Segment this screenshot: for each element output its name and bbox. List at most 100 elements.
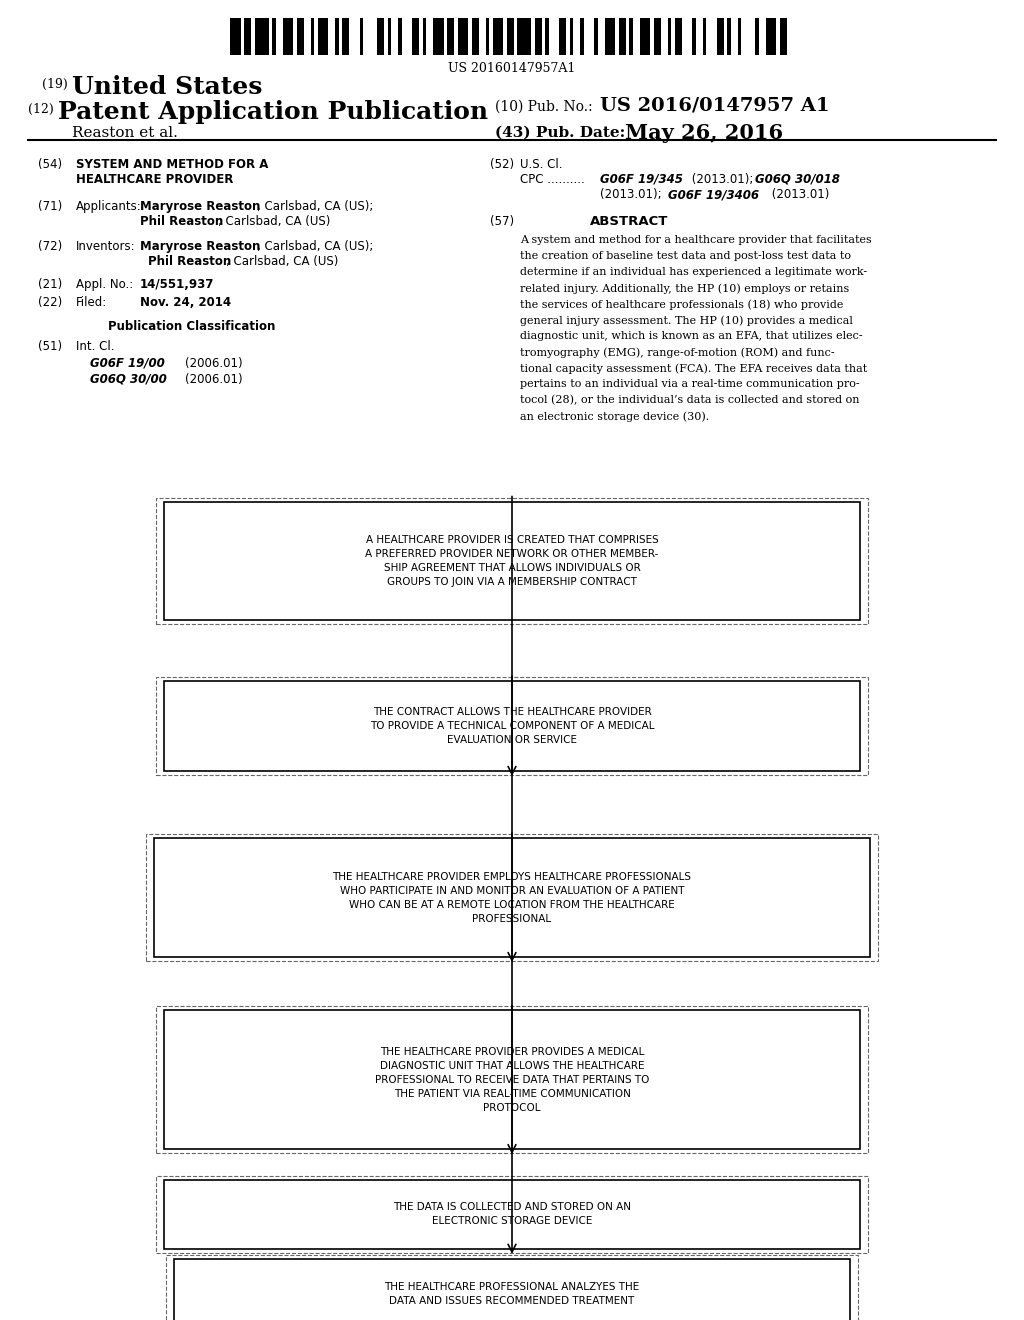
Bar bbox=[255, 18, 268, 55]
Bar bbox=[629, 18, 633, 55]
Text: Inventors:: Inventors: bbox=[76, 240, 135, 253]
Text: (12): (12) bbox=[28, 103, 53, 116]
Text: G06Q 30/00: G06Q 30/00 bbox=[90, 374, 167, 385]
Bar bbox=[507, 18, 513, 55]
Text: EVALUATION OR SERVICE: EVALUATION OR SERVICE bbox=[447, 735, 577, 744]
Text: CPC ..........: CPC .......... bbox=[520, 173, 585, 186]
Bar bbox=[604, 18, 615, 55]
Text: Filed:: Filed: bbox=[76, 296, 108, 309]
Text: (2006.01): (2006.01) bbox=[185, 374, 243, 385]
Text: , Carlsbad, CA (US);: , Carlsbad, CA (US); bbox=[257, 240, 374, 253]
Text: (72): (72) bbox=[38, 240, 62, 253]
Bar bbox=[668, 18, 671, 55]
Text: DIAGNOSTIC UNIT THAT ALLOWS THE HEALTHCARE: DIAGNOSTIC UNIT THAT ALLOWS THE HEALTHCA… bbox=[380, 1061, 644, 1071]
Text: THE DATA IS COLLECTED AND STORED ON AN: THE DATA IS COLLECTED AND STORED ON AN bbox=[393, 1203, 631, 1212]
Text: diagnostic unit, which is known as an EFA, that utilizes elec-: diagnostic unit, which is known as an EF… bbox=[520, 331, 862, 341]
Text: related injury. Additionally, the HP (10) employs or retains: related injury. Additionally, the HP (10… bbox=[520, 282, 849, 293]
Text: A PREFERRED PROVIDER NETWORK OR OTHER MEMBER-: A PREFERRED PROVIDER NETWORK OR OTHER ME… bbox=[366, 549, 658, 558]
Text: (71): (71) bbox=[38, 201, 62, 213]
Text: (21): (21) bbox=[38, 279, 62, 290]
Text: (57): (57) bbox=[490, 215, 514, 228]
Text: WHO CAN BE AT A REMOTE LOCATION FROM THE HEALTHCARE: WHO CAN BE AT A REMOTE LOCATION FROM THE… bbox=[349, 900, 675, 909]
Bar bbox=[535, 18, 542, 55]
Bar bbox=[156, 677, 868, 775]
Text: ABSTRACT: ABSTRACT bbox=[590, 215, 669, 228]
Text: (10) Pub. No.:: (10) Pub. No.: bbox=[495, 100, 593, 114]
Bar bbox=[164, 1180, 860, 1249]
Bar bbox=[755, 18, 759, 55]
Text: GROUPS TO JOIN VIA A MEMBERSHIP CONTRACT: GROUPS TO JOIN VIA A MEMBERSHIP CONTRACT bbox=[387, 577, 637, 587]
Text: general injury assessment. The HP (10) provides a medical: general injury assessment. The HP (10) p… bbox=[520, 315, 853, 326]
Text: United States: United States bbox=[72, 75, 262, 99]
Text: Maryrose Reaston: Maryrose Reaston bbox=[140, 240, 260, 253]
Text: determine if an individual has experienced a legitimate work-: determine if an individual has experienc… bbox=[520, 267, 867, 277]
Text: , Carlsbad, CA (US);: , Carlsbad, CA (US); bbox=[257, 201, 374, 213]
Bar bbox=[717, 18, 724, 55]
Text: Patent Application Publication: Patent Application Publication bbox=[58, 100, 488, 124]
Bar bbox=[164, 1011, 860, 1148]
Bar bbox=[493, 18, 503, 55]
Bar bbox=[244, 18, 251, 55]
Bar bbox=[545, 18, 549, 55]
Text: (22): (22) bbox=[38, 296, 62, 309]
Text: THE HEALTHCARE PROFESSIONAL ANALZYES THE: THE HEALTHCARE PROFESSIONAL ANALZYES THE bbox=[384, 1282, 640, 1291]
Text: the creation of baseline test data and post-loss test data to: the creation of baseline test data and p… bbox=[520, 251, 851, 261]
Text: Phil Reaston: Phil Reaston bbox=[148, 255, 231, 268]
Text: PROTOCOL: PROTOCOL bbox=[483, 1102, 541, 1113]
Text: G06F 19/345: G06F 19/345 bbox=[600, 173, 683, 186]
Bar bbox=[335, 18, 339, 55]
Text: THE HEALTHCARE PROVIDER EMPLOYS HEALTHCARE PROFESSIONALS: THE HEALTHCARE PROVIDER EMPLOYS HEALTHCA… bbox=[333, 871, 691, 882]
Text: PROFESSIONAL TO RECEIVE DATA THAT PERTAINS TO: PROFESSIONAL TO RECEIVE DATA THAT PERTAI… bbox=[375, 1074, 649, 1085]
Text: US 20160147957A1: US 20160147957A1 bbox=[449, 62, 575, 75]
Text: THE PATIENT VIA REAL-TIME COMMUNICATION: THE PATIENT VIA REAL-TIME COMMUNICATION bbox=[393, 1089, 631, 1098]
Bar bbox=[447, 18, 454, 55]
Bar bbox=[359, 18, 362, 55]
Bar bbox=[156, 1176, 868, 1253]
Text: PROFESSIONAL: PROFESSIONAL bbox=[472, 913, 552, 924]
Text: US 2016/0147957 A1: US 2016/0147957 A1 bbox=[600, 96, 829, 115]
Text: Nov. 24, 2014: Nov. 24, 2014 bbox=[140, 296, 231, 309]
Bar bbox=[174, 1259, 850, 1320]
Text: (2013.01);: (2013.01); bbox=[688, 173, 757, 186]
Text: tocol (28), or the individual’s data is collected and stored on: tocol (28), or the individual’s data is … bbox=[520, 395, 859, 405]
Bar bbox=[675, 18, 682, 55]
Text: Applicants:: Applicants: bbox=[76, 201, 141, 213]
Bar bbox=[485, 18, 489, 55]
Text: HEALTHCARE PROVIDER: HEALTHCARE PROVIDER bbox=[76, 173, 233, 186]
Text: Reaston et al.: Reaston et al. bbox=[72, 125, 178, 140]
Text: TO PROVIDE A TECHNICAL COMPONENT OF A MEDICAL: TO PROVIDE A TECHNICAL COMPONENT OF A ME… bbox=[370, 721, 654, 731]
Bar bbox=[387, 18, 391, 55]
Bar bbox=[154, 838, 870, 957]
Text: (54): (54) bbox=[38, 158, 62, 172]
Text: an electronic storage device (30).: an electronic storage device (30). bbox=[520, 411, 710, 421]
Text: (52): (52) bbox=[490, 158, 514, 172]
Text: , Carlsbad, CA (US): , Carlsbad, CA (US) bbox=[226, 255, 338, 268]
Text: tional capacity assessment (FCA). The EFA receives data that: tional capacity assessment (FCA). The EF… bbox=[520, 363, 867, 374]
Bar bbox=[310, 18, 314, 55]
Bar bbox=[653, 18, 660, 55]
Bar bbox=[618, 18, 626, 55]
Bar bbox=[737, 18, 741, 55]
Text: (19): (19) bbox=[42, 78, 68, 91]
Text: Maryrose Reaston: Maryrose Reaston bbox=[140, 201, 260, 213]
Bar bbox=[559, 18, 566, 55]
Bar bbox=[230, 18, 241, 55]
Text: tromyography (EMG), range-of-motion (ROM) and func-: tromyography (EMG), range-of-motion (ROM… bbox=[520, 347, 835, 358]
Bar bbox=[569, 18, 573, 55]
Text: (2013.01): (2013.01) bbox=[768, 187, 829, 201]
Bar bbox=[398, 18, 401, 55]
Text: G06F 19/3406: G06F 19/3406 bbox=[668, 187, 759, 201]
Bar bbox=[156, 1006, 868, 1154]
Text: 14/551,937: 14/551,937 bbox=[140, 279, 214, 290]
Text: DATA AND ISSUES RECOMMENDED TREATMENT: DATA AND ISSUES RECOMMENDED TREATMENT bbox=[389, 1296, 635, 1305]
Bar bbox=[692, 18, 695, 55]
Text: THE HEALTHCARE PROVIDER PROVIDES A MEDICAL: THE HEALTHCARE PROVIDER PROVIDES A MEDIC… bbox=[380, 1047, 644, 1057]
Bar bbox=[517, 18, 531, 55]
Text: Int. Cl.: Int. Cl. bbox=[76, 341, 115, 352]
Text: SYSTEM AND METHOD FOR A: SYSTEM AND METHOD FOR A bbox=[76, 158, 268, 172]
Bar bbox=[471, 18, 478, 55]
Text: Appl. No.:: Appl. No.: bbox=[76, 279, 133, 290]
Bar bbox=[272, 18, 275, 55]
Text: the services of healthcare professionals (18) who provide: the services of healthcare professionals… bbox=[520, 300, 844, 310]
Text: WHO PARTICIPATE IN AND MONITOR AN EVALUATION OF A PATIENT: WHO PARTICIPATE IN AND MONITOR AN EVALUA… bbox=[340, 886, 684, 895]
